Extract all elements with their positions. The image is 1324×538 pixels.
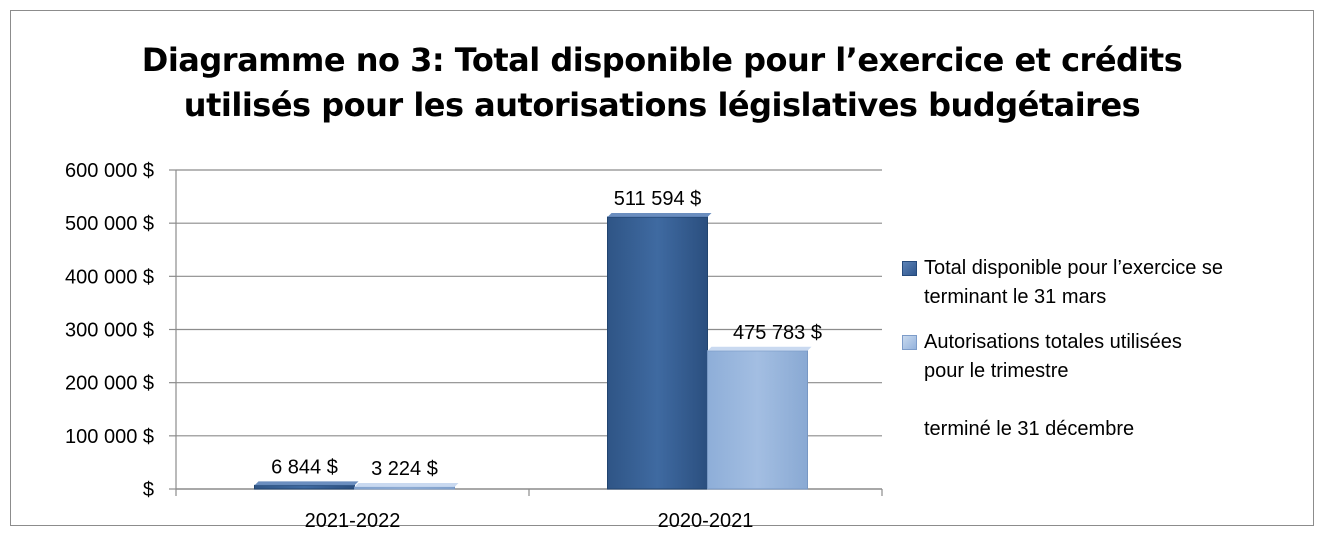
legend: Total disponible pour l’exercice se term… <box>902 254 1312 460</box>
chart-title: Diagramme no 3: Total disponible pour l’… <box>0 38 1324 128</box>
chart-title-line-2: utilisés pour les autorisations législat… <box>183 86 1141 124</box>
legend-swatch-light <box>902 335 917 350</box>
x-category-label: 2021-2022 <box>305 510 401 532</box>
bar-2021-2022-series-2 <box>354 486 455 490</box>
bar-top-face <box>254 481 359 486</box>
bar-2020-2021-series-2 <box>707 350 808 490</box>
legend-item-total-disponible: Total disponible pour l’exercice se term… <box>902 254 1312 312</box>
data-label: 511 594 $ <box>614 188 702 210</box>
legend-label-autorisations-utilisees: Autorisations totales utilisées pour le … <box>924 331 1182 440</box>
y-tick-label: 400 000 $ <box>65 266 154 288</box>
bar-top-face <box>607 213 712 218</box>
y-tick-label: 100 000 $ <box>65 426 154 448</box>
x-category-label: 2020-2021 <box>658 510 754 532</box>
bar-2020-2021-series-1 <box>607 216 708 490</box>
data-label: 6 844 $ <box>271 456 338 478</box>
data-label: 475 783 $ <box>733 322 822 344</box>
legend-item-autorisations-utilisees: Autorisations totales utilisées pour le … <box>902 328 1312 444</box>
chart-title-line-1: Diagramme no 3: Total disponible pour l’… <box>141 41 1183 79</box>
y-tick-label: 600 000 $ <box>65 160 154 182</box>
legend-label-total-disponible: Total disponible pour l’exercice se term… <box>924 257 1224 308</box>
bar-top-face <box>707 346 812 351</box>
bar-top-face <box>354 483 459 487</box>
y-tick-label: $ <box>143 479 154 501</box>
legend-swatch-dark <box>902 261 917 276</box>
data-label: 3 224 $ <box>371 458 438 480</box>
y-tick-label: 200 000 $ <box>65 373 154 395</box>
y-tick-label: 500 000 $ <box>65 213 154 235</box>
y-tick-label: 300 000 $ <box>65 320 154 342</box>
bar-2021-2022-series-1 <box>254 484 355 490</box>
